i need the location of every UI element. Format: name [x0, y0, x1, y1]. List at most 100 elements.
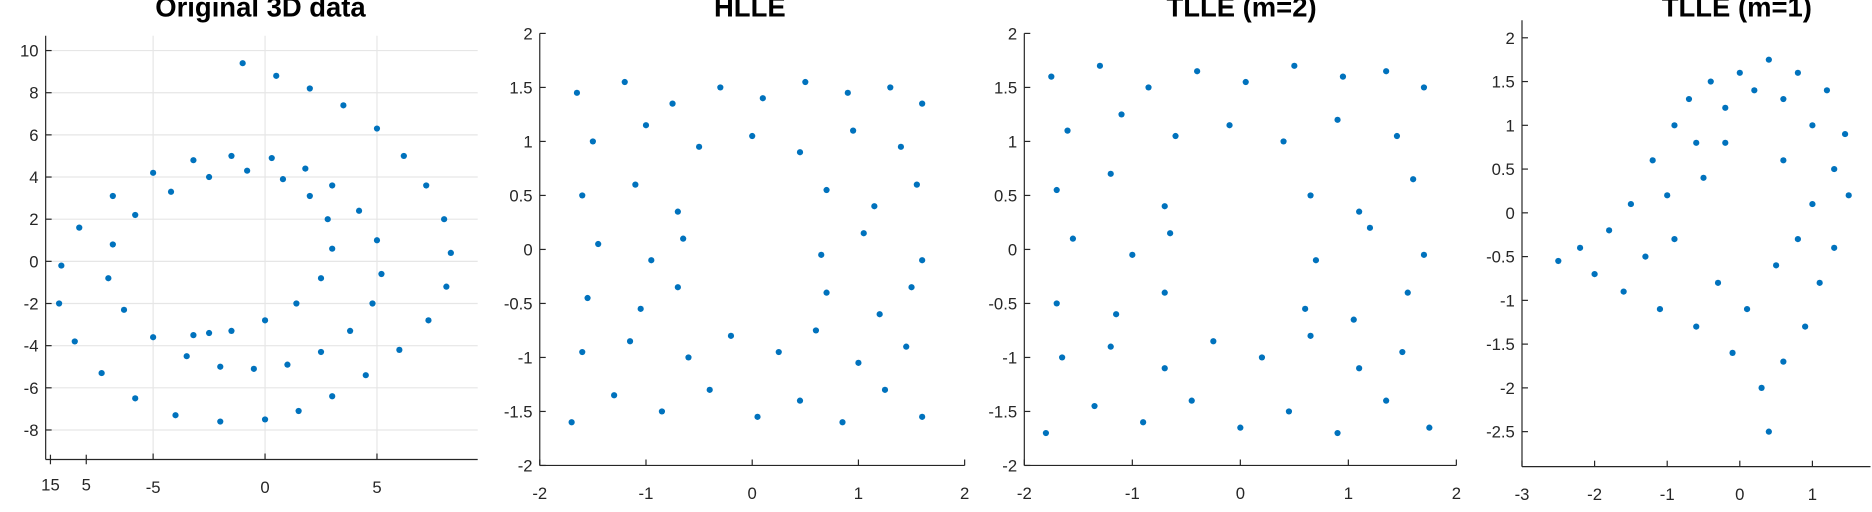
point	[1714, 279, 1722, 286]
point	[1693, 139, 1700, 146]
point	[648, 257, 655, 264]
point	[919, 257, 926, 264]
point	[447, 249, 454, 257]
point	[1161, 203, 1168, 210]
point	[355, 207, 363, 214]
y-tick-label: 1	[1008, 132, 1017, 151]
point	[190, 332, 197, 339]
point	[595, 240, 602, 248]
point	[1707, 78, 1714, 85]
point	[1656, 306, 1664, 313]
point	[317, 348, 325, 356]
x-tick-label: 5	[372, 478, 381, 497]
point	[362, 372, 369, 379]
y-tick-label: 0.5	[1492, 160, 1515, 179]
point	[1841, 130, 1849, 138]
y-tick-label: 0	[1008, 240, 1017, 259]
point	[1064, 127, 1071, 134]
point	[239, 60, 246, 67]
point	[268, 154, 275, 162]
point	[1722, 104, 1729, 111]
point	[1773, 262, 1780, 269]
point	[1591, 270, 1598, 278]
y-tick-label: -1.5	[988, 402, 1017, 421]
point	[378, 270, 385, 278]
point	[228, 152, 235, 160]
point	[1410, 176, 1417, 183]
x-tick-label: -5	[146, 478, 161, 497]
point	[1700, 174, 1707, 181]
point	[1172, 132, 1179, 140]
point	[1096, 62, 1104, 69]
point	[261, 317, 269, 324]
point	[1053, 186, 1060, 194]
point	[717, 84, 724, 91]
y-tick-label: -6	[24, 379, 39, 398]
point	[818, 251, 825, 258]
y-tick-label: 1	[523, 132, 532, 151]
point	[589, 138, 596, 145]
point	[340, 102, 347, 109]
point	[685, 354, 692, 361]
point	[373, 237, 381, 244]
point	[1420, 251, 1428, 258]
point	[706, 386, 713, 393]
z-tick-label: 5	[82, 476, 91, 495]
point	[1794, 69, 1801, 76]
y-tick-label: -2	[24, 294, 39, 313]
point	[1671, 122, 1678, 129]
point	[1339, 73, 1347, 80]
point	[1210, 338, 1217, 345]
point	[1671, 235, 1678, 243]
point	[1048, 73, 1055, 80]
point	[1831, 165, 1838, 173]
point	[1161, 365, 1168, 372]
point	[217, 363, 224, 370]
point	[132, 211, 139, 219]
point	[850, 127, 857, 134]
point	[1780, 95, 1787, 103]
x-tick-label: 2	[1452, 484, 1461, 503]
y-tick-label: 1.5	[994, 78, 1017, 97]
point	[1809, 200, 1816, 208]
y-tick-label: 0	[1506, 204, 1515, 223]
y-tick-label: -1	[1500, 291, 1515, 310]
point	[244, 167, 251, 174]
point	[1167, 230, 1174, 237]
point	[306, 85, 313, 92]
point	[1042, 429, 1050, 437]
x-tick-label: 0	[1236, 484, 1245, 503]
point	[1751, 87, 1758, 94]
point	[150, 334, 157, 341]
point	[1118, 111, 1125, 118]
y-tick-label: -2	[1002, 456, 1017, 475]
point	[1765, 56, 1772, 63]
x-tick-label: -3	[1515, 485, 1530, 504]
point	[1302, 305, 1309, 312]
y-tick-label: 1.5	[509, 78, 532, 97]
point	[1693, 323, 1700, 330]
point	[55, 300, 63, 307]
x-tick-label: 2	[960, 484, 969, 503]
point	[132, 395, 139, 402]
point	[369, 300, 376, 307]
point	[172, 412, 179, 419]
point	[796, 149, 804, 156]
point	[1069, 235, 1077, 242]
point	[844, 89, 851, 96]
x-tick-label: 1	[1808, 485, 1817, 504]
point	[669, 100, 676, 107]
x-tick-label: -1	[639, 484, 654, 503]
point	[76, 224, 83, 231]
point	[1426, 424, 1433, 431]
point	[908, 284, 915, 291]
y-tick-label: -1	[518, 348, 533, 367]
chart-title: TLLE (m=1)	[1662, 0, 1812, 23]
point	[1113, 311, 1120, 318]
point	[1399, 348, 1406, 356]
point	[1307, 192, 1314, 199]
point	[881, 386, 889, 393]
point	[871, 203, 878, 210]
point	[1366, 224, 1374, 231]
